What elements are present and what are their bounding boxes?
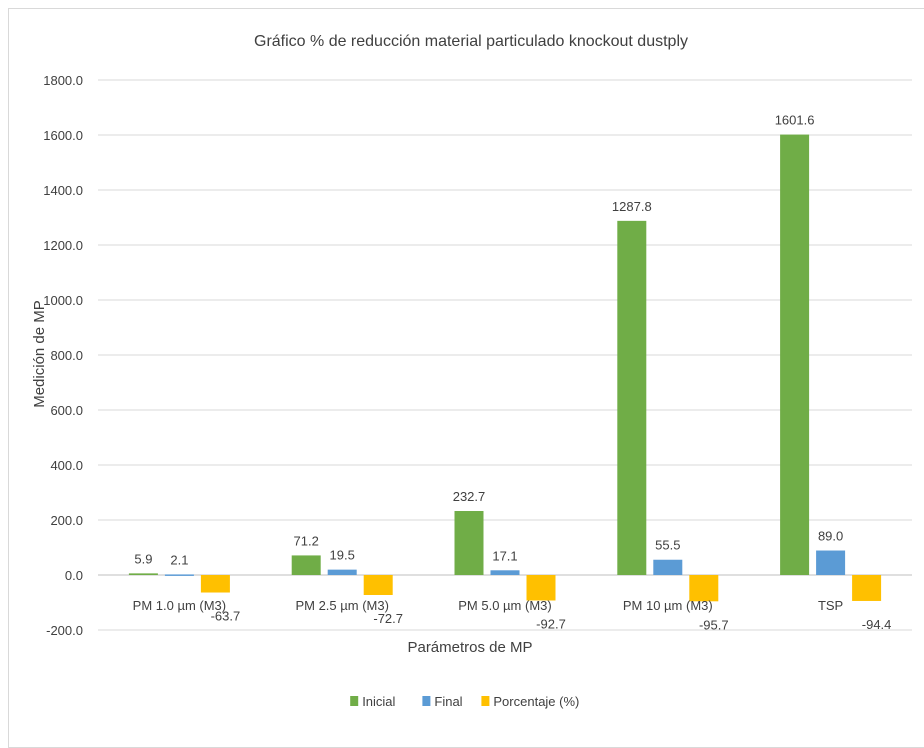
y-tick-label: 1400.0 xyxy=(43,183,83,198)
bar-final xyxy=(653,559,683,575)
legend-swatch-final xyxy=(422,696,431,706)
bar-final xyxy=(816,550,846,575)
data-label: 1601.6 xyxy=(775,113,815,128)
bar-final xyxy=(164,574,194,576)
data-label: 89.0 xyxy=(818,529,843,544)
bar-porcentaje xyxy=(526,575,556,601)
x-tick-label: PM 2.5 µm (M3) xyxy=(295,598,388,613)
data-label: -94.4 xyxy=(862,617,892,632)
legend-label-final: Final xyxy=(434,694,462,709)
bars xyxy=(128,134,882,602)
legend-label-porcentaje: Porcentaje (%) xyxy=(493,694,579,709)
x-tick-label: PM 1.0 µm (M3) xyxy=(133,598,226,613)
bar-porcentaje xyxy=(689,575,719,602)
chart-title: Gráfico % de reducción material particul… xyxy=(254,33,688,50)
x-tick-label: TSP xyxy=(818,598,843,613)
bar-porcentaje xyxy=(852,575,882,601)
data-label: 55.5 xyxy=(655,538,680,553)
data-label: 232.7 xyxy=(453,489,486,504)
data-label: 1287.8 xyxy=(612,199,652,214)
y-axis-title: Medición de MP xyxy=(31,300,48,408)
data-label: 5.9 xyxy=(134,551,152,566)
data-label: -72.7 xyxy=(373,611,403,626)
legend-swatch-porcentaje xyxy=(481,696,490,706)
x-tick-label: PM 5.0 µm (M3) xyxy=(458,598,551,613)
legend-label-inicial: Inicial xyxy=(362,694,395,709)
x-axis-title: Parámetros de MP xyxy=(407,639,532,656)
data-label: 17.1 xyxy=(492,548,517,563)
bar-porcentaje xyxy=(363,575,393,595)
bar-inicial xyxy=(128,573,158,575)
legend: Inicial Final Porcentaje (%) xyxy=(350,694,579,709)
labels: Gráfico % de reducción material particul… xyxy=(31,33,891,656)
bar-final xyxy=(327,569,357,575)
bar-chart: Gráfico % de reducción material particul… xyxy=(31,33,912,709)
legend-swatch-inicial xyxy=(350,696,359,706)
data-label: -92.7 xyxy=(536,616,566,631)
bar-porcentaje xyxy=(200,575,230,593)
bar-final xyxy=(490,570,520,575)
y-tick-label: 1800.0 xyxy=(43,73,83,88)
x-tick-label: PM 10 µm (M3) xyxy=(623,598,713,613)
y-tick-label: 1000.0 xyxy=(43,293,83,308)
data-label: -63.7 xyxy=(211,609,241,624)
data-label: -95.7 xyxy=(699,617,729,632)
bar-inicial xyxy=(617,220,647,576)
y-tick-label: 600.0 xyxy=(50,403,83,418)
y-tick-label: -200.0 xyxy=(46,623,83,638)
y-tick-label: 0.0 xyxy=(65,568,83,583)
y-tick-label: 800.0 xyxy=(50,348,83,363)
y-tick-label: 400.0 xyxy=(50,458,83,473)
y-tick-label: 1200.0 xyxy=(43,238,83,253)
bar-inicial xyxy=(291,555,321,575)
data-label: 71.2 xyxy=(294,533,319,548)
gridlines xyxy=(98,79,912,631)
bar-inicial xyxy=(454,511,484,575)
data-label: 19.5 xyxy=(330,548,355,563)
y-tick-label: 1600.0 xyxy=(43,128,83,143)
y-tick-label: 200.0 xyxy=(50,513,83,528)
bar-inicial xyxy=(780,134,810,575)
data-label: 2.1 xyxy=(170,552,188,567)
